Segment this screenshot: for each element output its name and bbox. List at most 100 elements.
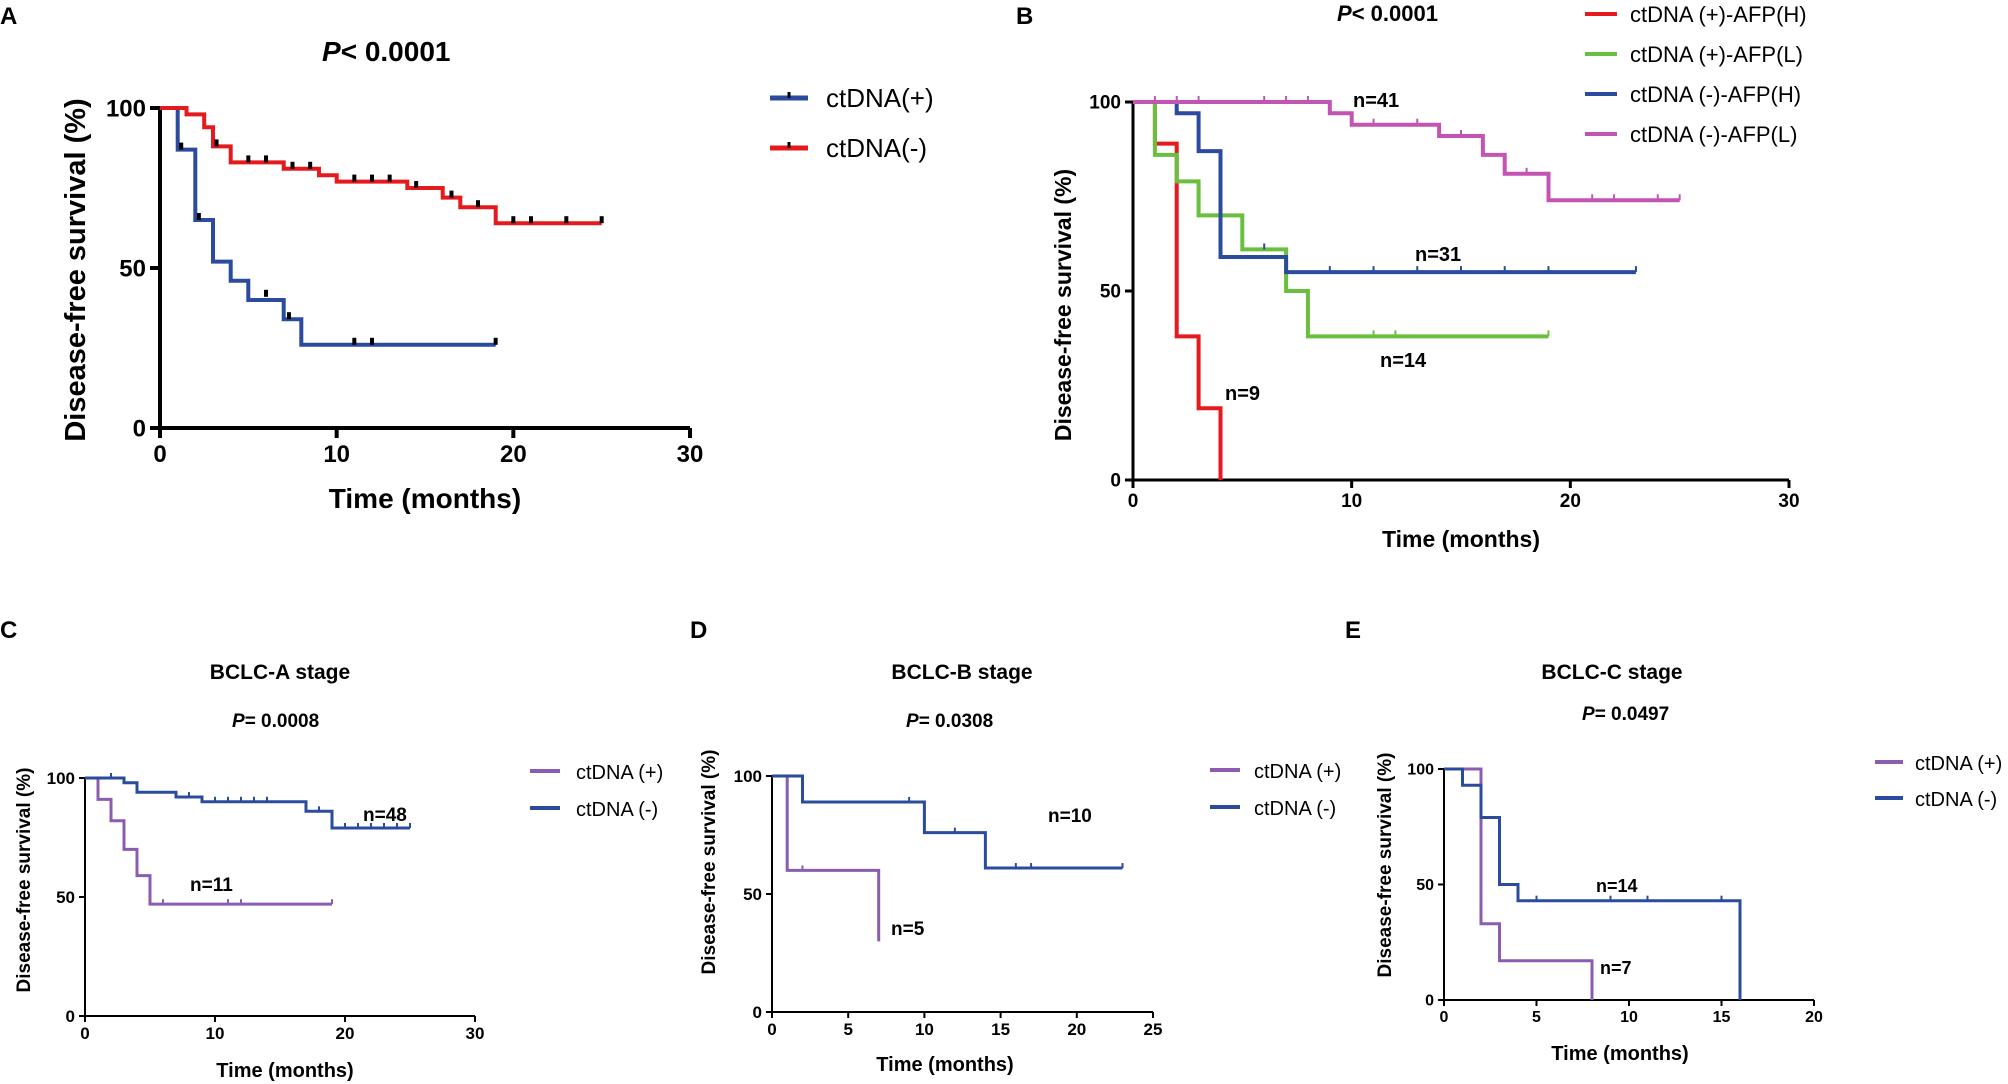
n-label-d-0: n=5 <box>891 919 925 940</box>
x-axis-label-c: Time (months) <box>216 1060 353 1082</box>
y-tick-label-a: 100 <box>106 95 146 122</box>
y-tick-label-e: 0 <box>1425 993 1434 1010</box>
plot-area-d: 0 5 10 15 20 25 0 50 100 n=5 n=10 <box>734 767 1163 1039</box>
x-tick-label-a: 20 <box>500 441 527 468</box>
x-tick-label-c: 10 <box>206 1024 225 1043</box>
legend-label-b-3: ctDNA (-)-AFP(L) <box>1630 122 1797 147</box>
legend-e: ctDNA (+) ctDNA (-) <box>1875 753 2002 811</box>
x-tick-label-d: 20 <box>1067 1020 1086 1039</box>
y-tick-label-c: 0 <box>66 1007 75 1026</box>
panel-d: D BCLC-B stage P= 0.0308 Time (months) D… <box>690 617 1341 1076</box>
x-axis-label-e: Time (months) <box>1551 1043 1688 1065</box>
survival-curve-e-0 <box>1444 767 1594 1000</box>
x-tick-label-e: 0 <box>1440 1009 1449 1026</box>
legend-label-b-2: ctDNA (-)-AFP(H) <box>1630 82 1801 107</box>
y-tick-label-c: 100 <box>47 769 75 788</box>
x-axis-label-d: Time (months) <box>876 1054 1013 1076</box>
chart-title-e: BCLC-C stage <box>1541 661 1682 684</box>
y-axis-label-d: Disease-free survival (%) <box>699 750 720 975</box>
panel-letter-a: A <box>0 3 17 30</box>
y-tick-label-d: 50 <box>743 885 762 904</box>
chart-title-c: BCLC-A stage <box>210 661 350 684</box>
x-tick-label-e: 10 <box>1620 1009 1638 1026</box>
n-label-b-3: n=41 <box>1353 90 1399 112</box>
survival-curve-e-1 <box>1444 767 1742 1000</box>
x-tick-label-b: 20 <box>1560 491 1581 512</box>
legend-label-c-0: ctDNA (+) <box>576 762 663 784</box>
panel-letter-d: D <box>690 617 707 644</box>
x-tick-label-b: 0 <box>1128 491 1139 512</box>
legend-d: ctDNA (+) ctDNA (-) <box>1210 761 1341 820</box>
x-tick-label-b: 30 <box>1778 491 1799 512</box>
plot-area-b: 0 10 20 30 0 50 100 n=9 n=14 n=31 n=41 <box>1089 90 1799 512</box>
x-tick-label-d: 25 <box>1144 1020 1163 1039</box>
x-tick-label-b: 10 <box>1341 491 1362 512</box>
x-tick-label-c: 20 <box>336 1024 355 1043</box>
y-tick-label-e: 50 <box>1416 877 1434 894</box>
x-tick-label-e: 5 <box>1532 1009 1541 1026</box>
legend-label-c-1: ctDNA (-) <box>576 799 658 821</box>
legend-label-d-0: ctDNA (+) <box>1254 761 1341 783</box>
survival-curve-c-1 <box>85 776 410 830</box>
x-axis-label-a: Time (months) <box>329 483 521 514</box>
n-label-b-1: n=14 <box>1380 350 1427 372</box>
panel-letter-c: C <box>0 617 17 644</box>
y-axis-label-e: Disease-free survival (%) <box>1375 753 1396 978</box>
plot-area-c: 0 10 20 30 0 50 100 n=11 n=48 <box>47 769 485 1043</box>
x-tick-label-c: 30 <box>466 1024 485 1043</box>
x-tick-label-d: 10 <box>915 1020 934 1039</box>
legend-label-b-1: ctDNA (+)-AFP(L) <box>1630 42 1803 67</box>
panel-letter-b: B <box>1016 3 1033 30</box>
x-tick-label-a: 30 <box>677 441 704 468</box>
legend-label-b-0: ctDNA (+)-AFP(H) <box>1630 2 1807 27</box>
x-tick-label-e: 20 <box>1805 1009 1823 1026</box>
panel-b: B P< 0.0001 Time (months) Disease-free s… <box>1016 1 1807 552</box>
legend-label-e-1: ctDNA (-) <box>1915 789 1997 811</box>
panel-e: E BCLC-C stage P= 0.0497 Time (months) D… <box>1345 617 2002 1065</box>
legend-label-a-1: ctDNA(-) <box>826 133 927 163</box>
n-label-b-2: n=31 <box>1415 244 1461 266</box>
panel-c: C BCLC-A stage P= 0.0008 Time (months) D… <box>0 617 663 1082</box>
x-axis-label-b: Time (months) <box>1382 526 1540 552</box>
y-tick-label-d: 100 <box>734 767 762 786</box>
legend-c: ctDNA (+) ctDNA (-) <box>530 762 663 821</box>
y-tick-label-b: 50 <box>1100 282 1121 303</box>
y-tick-label-a: 50 <box>119 255 146 282</box>
legend-label-a-0: ctDNA(+) <box>826 83 934 113</box>
pvalue-a: P< 0.0001 <box>322 36 450 67</box>
panel-letter-e: E <box>1345 617 1361 644</box>
legend-a: ctDNA(+) ctDNA(-) <box>770 83 934 163</box>
x-tick-label-e: 15 <box>1713 1009 1731 1026</box>
n-label-c-0: n=11 <box>190 875 233 896</box>
survival-curve-c-0 <box>85 776 332 906</box>
pvalue-c: P= 0.0008 <box>232 711 319 732</box>
legend-label-e-0: ctDNA (+) <box>1915 753 2002 775</box>
chart-title-d: BCLC-B stage <box>891 661 1032 684</box>
x-tick-label-d: 5 <box>843 1020 852 1039</box>
plot-area-e: 0 5 10 15 20 0 50 100 n=7 n=14 <box>1407 762 1823 1026</box>
n-label-e-1: n=14 <box>1596 876 1638 896</box>
n-label-b-0: n=9 <box>1225 383 1260 405</box>
n-label-e-0: n=7 <box>1600 958 1632 978</box>
y-tick-label-a: 0 <box>133 415 146 442</box>
survival-curve-b-2 <box>1133 100 1636 275</box>
y-tick-label-c: 50 <box>56 888 75 907</box>
y-tick-label-b: 100 <box>1089 93 1121 114</box>
survival-curve-a-0 <box>160 106 496 347</box>
y-axis-label-a: Disease-free survival (%) <box>60 98 92 441</box>
survival-curve-a-1 <box>160 106 602 226</box>
pvalue-d: P= 0.0308 <box>906 711 993 732</box>
x-tick-label-d: 15 <box>991 1020 1010 1039</box>
n-label-d-1: n=10 <box>1048 806 1092 827</box>
y-axis-label-b: Disease-free survival (%) <box>1050 169 1076 441</box>
panel-a: A P< 0.0001 Time (months) Disease-free s… <box>0 3 934 514</box>
x-tick-label-c: 0 <box>80 1024 89 1043</box>
survival-curve-d-1 <box>772 774 1123 870</box>
survival-curve-b-1 <box>1133 100 1549 339</box>
x-tick-label-a: 0 <box>153 441 166 468</box>
y-tick-label-e: 100 <box>1407 762 1434 779</box>
x-tick-label-d: 0 <box>767 1020 776 1039</box>
x-tick-label-a: 10 <box>323 441 350 468</box>
y-tick-label-d: 0 <box>753 1003 762 1022</box>
